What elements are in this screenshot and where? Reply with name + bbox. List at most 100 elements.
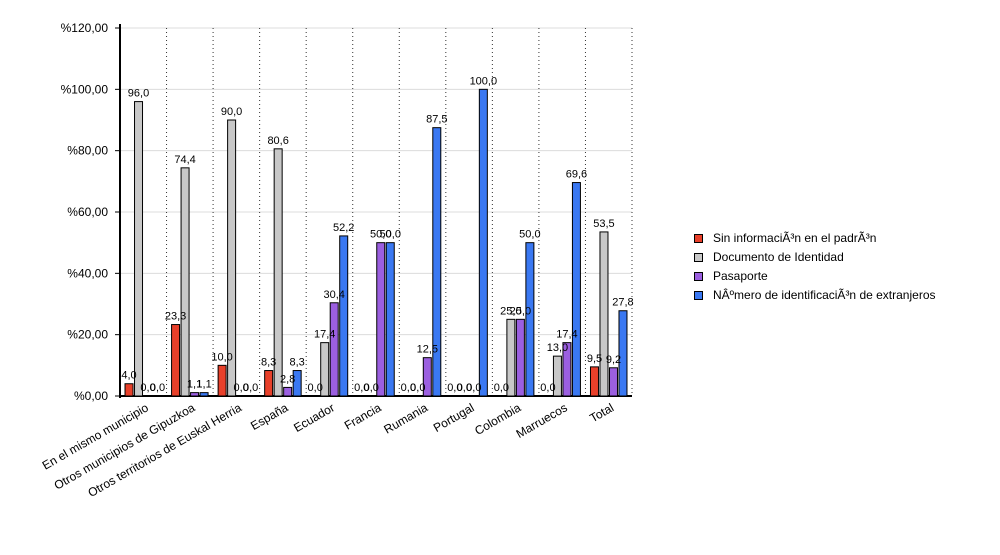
y-tick-label: %60,00 <box>67 205 108 219</box>
bar-value-label: 17,4 <box>314 329 335 341</box>
bar-value-label: 0,0 <box>466 382 481 394</box>
bar-value-label: 0,0 <box>410 382 425 394</box>
legend-label: Sin informaciÃ³n en el padrÃ³n <box>713 231 877 245</box>
bar-2-6 <box>422 357 432 397</box>
bar-value-label: 0,0 <box>364 382 379 394</box>
legend-label: NÂºmero de identificaciÃ³n de extranjero… <box>713 288 936 302</box>
bar-3-3 <box>292 370 302 397</box>
x-tick-label: España <box>248 400 291 433</box>
bar-value-label: 0,0 <box>457 382 472 394</box>
bar-2-8 <box>515 318 525 397</box>
bar-value-label: 50,0 <box>380 229 401 241</box>
bar-value-label: 2,8 <box>280 373 295 385</box>
legend-label: Documento de Identidad <box>713 250 844 264</box>
bar-1-8 <box>506 318 516 397</box>
bar-value-label: 0,0 <box>308 382 323 394</box>
y-tick-label: %0,00 <box>74 389 108 403</box>
bar-0-1 <box>171 324 181 397</box>
bar-value-label: 0,0 <box>243 382 258 394</box>
bar-value-label: 0,0 <box>494 382 509 394</box>
bar-1-9 <box>552 355 562 397</box>
bar-3-8 <box>525 242 535 397</box>
bar-value-label: 50,0 <box>519 229 540 241</box>
bar-value-label: 1,1 <box>187 379 202 391</box>
bar-value-label: 25,0 <box>510 305 531 317</box>
y-tick-label: %100,00 <box>61 82 109 96</box>
bar-3-10 <box>618 310 628 397</box>
y-tick-label: %80,00 <box>67 144 108 158</box>
bars <box>124 88 628 397</box>
bar-value-label: 8,3 <box>261 357 276 369</box>
bar-0-3 <box>264 370 274 397</box>
data-labels: 4,096,00,00,023,374,41,11,110,090,00,00,… <box>121 75 633 394</box>
bar-value-label: 80,6 <box>267 135 288 147</box>
bar-value-label: 0,0 <box>447 382 462 394</box>
bar-value-label: 74,4 <box>174 154 195 166</box>
bar-3-9 <box>571 182 581 397</box>
legend-swatch <box>694 271 703 281</box>
bar-value-label: 53,5 <box>593 218 614 230</box>
bar-value-label: 0,0 <box>401 382 416 394</box>
y-tick-label: %40,00 <box>67 266 108 280</box>
bar-value-label: 0,0 <box>354 382 369 394</box>
bar-value-label: 50,0 <box>370 229 391 241</box>
bar-1-0 <box>134 101 144 397</box>
x-tick-label: Rumania <box>381 400 430 436</box>
y-tick-label: %120,00 <box>61 21 109 35</box>
bar-value-label: 10,0 <box>211 351 232 363</box>
bar-value-label: 25,0 <box>500 305 521 317</box>
x-tick-label: Portugal <box>431 400 477 434</box>
legend-swatch <box>694 252 703 262</box>
bar-value-label: 27,8 <box>612 297 633 309</box>
bar-value-label: 69,6 <box>566 169 587 181</box>
bar-value-label: 0,0 <box>150 382 165 394</box>
legend-item: Documento de Identidad <box>694 249 936 265</box>
x-tick-label: Marruecos <box>514 400 570 440</box>
bar-1-2 <box>227 119 237 397</box>
bar-0-10 <box>589 366 599 397</box>
legend-item: Pasaporte <box>694 268 936 284</box>
bar-2-5 <box>376 242 386 397</box>
bar-value-label: 9,2 <box>606 354 621 366</box>
bar-1-4 <box>320 342 330 397</box>
bar-value-label: 96,0 <box>128 88 149 100</box>
bar-value-label: 8,3 <box>290 357 305 369</box>
bar-value-label: 52,2 <box>333 222 354 234</box>
bar-2-4 <box>329 302 339 397</box>
bar-2-1 <box>190 392 200 397</box>
x-tick-label: Ecuador <box>291 400 337 434</box>
bar-3-7 <box>478 88 488 397</box>
bar-0-2 <box>217 364 227 397</box>
bar-1-3 <box>273 148 283 397</box>
bar-2-10 <box>608 367 618 397</box>
legend: Sin informaciÃ³n en el padrÃ³n Documento … <box>694 230 936 306</box>
bar-value-label: 17,4 <box>556 329 577 341</box>
legend-swatch <box>694 233 703 243</box>
bar-value-label: 0,0 <box>540 382 555 394</box>
legend-item: NÂºmero de identificaciÃ³n de extranjero… <box>694 287 936 303</box>
bar-2-9 <box>562 342 572 397</box>
bar-value-label: 90,0 <box>221 106 242 118</box>
x-tick-label: Total <box>587 400 616 425</box>
bar-value-label: 87,5 <box>426 114 447 126</box>
bar-value-label: 23,3 <box>165 311 186 323</box>
bar-3-4 <box>339 235 349 397</box>
bar-value-label: 30,4 <box>323 289 344 301</box>
bar-0-0 <box>124 383 134 397</box>
bar-value-label: 0,0 <box>140 382 155 394</box>
bar-2-3 <box>283 386 293 397</box>
bar-value-label: 4,0 <box>121 370 136 382</box>
bar-1-1 <box>180 167 190 397</box>
gridlines <box>120 27 633 396</box>
bar-value-label: 0,0 <box>233 382 248 394</box>
y-tick-label: %20,00 <box>67 328 108 342</box>
bar-3-5 <box>385 242 395 397</box>
bar-3-6 <box>432 127 442 397</box>
bar-3-1 <box>199 392 209 397</box>
bar-value-label: 9,5 <box>587 353 602 365</box>
bar-value-label: 12,5 <box>417 344 438 356</box>
legend-swatch <box>694 290 703 300</box>
bar-1-10 <box>599 231 609 397</box>
